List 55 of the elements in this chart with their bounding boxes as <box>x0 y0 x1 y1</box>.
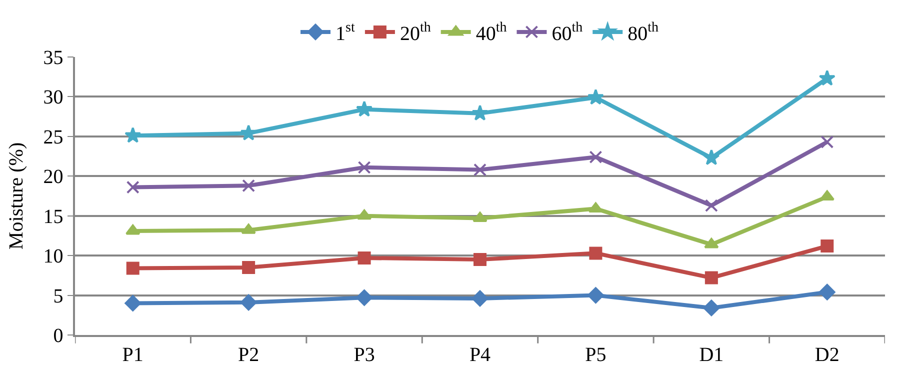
point <box>587 88 604 105</box>
x-tick-label: P3 <box>354 344 375 366</box>
y-tick-label: 5 <box>53 285 64 308</box>
x-tick-label: P1 <box>122 344 144 366</box>
point <box>704 271 718 284</box>
legend-label: 1$^{st}$ <box>336 20 355 45</box>
point <box>474 163 486 176</box>
x-tick-label: D2 <box>814 344 840 366</box>
point <box>358 251 371 264</box>
point <box>356 290 372 306</box>
point <box>124 295 142 312</box>
x-tick-label: D1 <box>699 344 724 366</box>
x-tick-label: P5 <box>585 344 606 366</box>
point <box>472 212 488 222</box>
point <box>356 209 372 220</box>
y-tick-label: 35 <box>43 47 64 69</box>
point <box>818 284 836 300</box>
legend-label: 40$^{th}$ <box>476 20 507 45</box>
point <box>589 150 602 164</box>
point <box>704 238 719 248</box>
x-tick-label: P4 <box>469 344 491 366</box>
point <box>242 179 256 192</box>
point <box>240 124 257 140</box>
point <box>358 160 371 174</box>
point <box>704 199 718 212</box>
point <box>472 290 488 307</box>
point <box>126 262 140 275</box>
legend-label: 60$^{th}$ <box>552 20 583 45</box>
point <box>820 240 834 253</box>
y-tick-label: 20 <box>43 166 64 188</box>
point <box>589 246 602 260</box>
point <box>126 224 140 235</box>
y-tick-label: 15 <box>43 206 64 228</box>
point <box>588 287 604 304</box>
y-tick-label: 0 <box>53 325 64 347</box>
point <box>242 260 256 274</box>
y-tick-label: 10 <box>43 246 64 268</box>
point <box>820 135 834 148</box>
point <box>703 300 720 316</box>
point <box>472 104 488 121</box>
point <box>241 224 256 234</box>
point <box>240 294 257 311</box>
point <box>474 253 486 266</box>
point <box>703 149 720 166</box>
y-tick-label: 30 <box>43 86 64 109</box>
point <box>356 100 373 117</box>
legend-label: 80$^{th}$ <box>628 20 659 45</box>
point <box>820 190 834 201</box>
y-axis-title: Moisture (%) <box>5 142 28 250</box>
legend-label: 20$^{th}$ <box>400 20 431 45</box>
point <box>126 180 140 194</box>
point <box>124 126 142 143</box>
x-tick-label: P2 <box>238 344 260 366</box>
point <box>818 70 836 86</box>
y-tick-label: 25 <box>43 126 64 148</box>
